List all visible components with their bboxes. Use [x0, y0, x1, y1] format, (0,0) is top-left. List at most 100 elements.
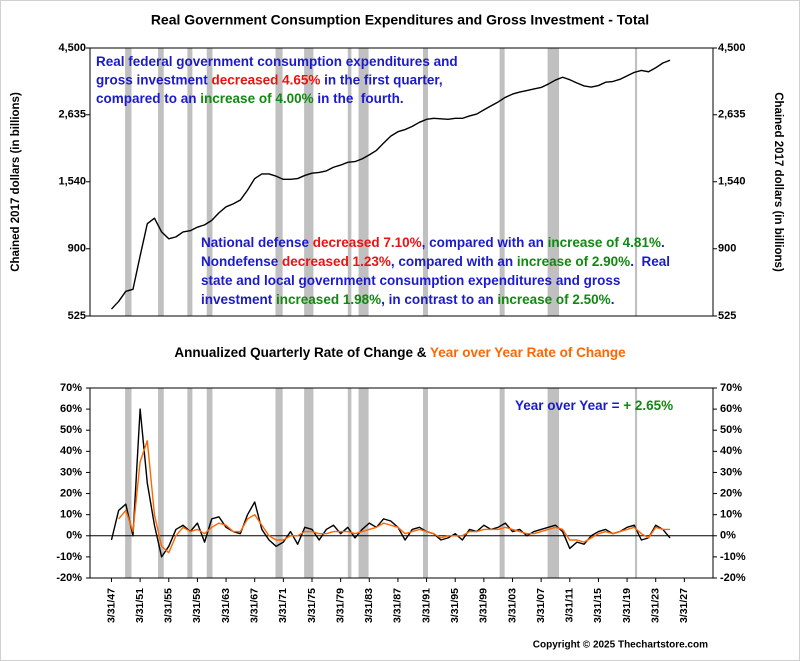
y-tick-label-right: 40% — [720, 445, 742, 457]
title-part: & — [413, 345, 430, 360]
x-tick-label: 3/31/03 — [506, 588, 518, 623]
x-tick-label: 3/31/71 — [277, 588, 289, 623]
plot-area — [90, 48, 713, 316]
annotation-line: gross investment decreased 4.65% in the … — [96, 72, 443, 87]
recession-band — [634, 388, 638, 578]
y-tick-label-right: 60% — [720, 403, 742, 415]
recession-band — [422, 48, 428, 316]
plot-frame — [89, 387, 714, 579]
x-tick-label: 3/31/75 — [306, 588, 318, 623]
annotation-segment: Nondefense — [201, 254, 282, 269]
x-tick-label: 3/31/87 — [392, 588, 404, 623]
plot-area — [90, 388, 713, 578]
y-tick-label-right: 50% — [720, 424, 742, 436]
y-tick-label-right: 20% — [720, 487, 742, 499]
y-tick-label-right: 2,635 — [718, 109, 746, 121]
recession-band — [499, 48, 505, 316]
y-axis-label: Chained 2017 dollars (in billions) — [10, 92, 22, 272]
x-tick-label: 3/31/79 — [334, 588, 346, 623]
recession-band — [422, 388, 428, 578]
title-part: Annualized Quarterly Rate of Change — [174, 345, 413, 360]
recession-band — [547, 388, 560, 578]
y-tick-label-right: 0% — [720, 530, 736, 542]
chart-title: Real Government Consumption Expenditures… — [151, 12, 649, 28]
annotation-line: compared to an increase of 4.00% in the … — [96, 91, 404, 106]
annotation-segment: Real federal government consumption expe… — [96, 54, 458, 69]
recession-band — [347, 48, 352, 316]
annotation-segment: , in contrast to an — [381, 292, 497, 307]
x-tick-label: 3/31/99 — [478, 588, 490, 623]
x-tick-label: 3/31/07 — [535, 588, 547, 623]
y-tick-label-right: -10% — [720, 551, 746, 563]
title-part: Year over Year Rate of Change — [430, 345, 626, 360]
x-tick-label: 3/31/15 — [592, 588, 604, 623]
annotation-segment: increased 1.98% — [276, 292, 381, 307]
recession-band — [275, 48, 283, 316]
recession-band — [275, 388, 283, 578]
annotation-line: investment increased 1.98%, in contrast … — [201, 292, 614, 307]
series-line — [110, 408, 671, 558]
subplot-title: Annualized Quarterly Rate of Change & Ye… — [174, 345, 626, 360]
y-tick-label: 525 — [68, 310, 86, 322]
annotation-line: state and local government consumption e… — [201, 273, 620, 288]
x-tick-label: 3/31/23 — [649, 588, 661, 623]
x-tick-label: 3/31/83 — [363, 588, 375, 623]
annotation-segment: . Real — [630, 254, 670, 269]
recession-band — [634, 48, 638, 316]
recession-band — [158, 48, 164, 316]
annotation-segment: increase of 4.00% — [200, 91, 313, 106]
annotation-segment: + 2.65% — [623, 398, 673, 413]
y-tick-label-right: 4,500 — [718, 42, 746, 54]
recession-band — [125, 48, 132, 316]
y-tick-label: -20% — [56, 572, 82, 584]
annotation-segment: . — [611, 292, 615, 307]
x-tick-label: 3/31/91 — [420, 588, 432, 623]
y-tick-label: 10% — [60, 509, 82, 521]
annotation-segment: decreased 4.65% — [212, 72, 321, 87]
series-line — [110, 59, 671, 310]
annotation-segment: National defense — [201, 235, 313, 250]
annotation-line: National defense decreased 7.10%, compar… — [201, 235, 665, 250]
annotation-segment: investment — [201, 292, 276, 307]
annotation-segment: state and local government consumption e… — [201, 273, 620, 288]
y-tick-label: 50% — [60, 424, 82, 436]
plot-frame — [89, 47, 714, 317]
recession-band — [304, 388, 314, 578]
copyright: Copyright © 2025 Thechartstore.com — [533, 640, 708, 651]
annotation-segment: Year over Year = — [515, 398, 623, 413]
y-axis-label-right: Chained 2017 dollars (in billions) — [772, 92, 784, 272]
y-tick-label-right: 525 — [718, 310, 736, 322]
y-tick-label-right: 1,540 — [718, 176, 746, 188]
recession-band — [347, 388, 352, 578]
x-tick-label: 3/31/55 — [163, 588, 175, 623]
recession-band — [547, 48, 560, 316]
x-tick-label: 3/31/95 — [449, 588, 461, 623]
x-tick-label: 3/31/19 — [621, 588, 633, 623]
y-tick-label: 900 — [68, 243, 86, 255]
y-tick-label-right: -20% — [720, 572, 746, 584]
annotation-segment: in the fourth. — [314, 91, 404, 106]
y-tick-label: 20% — [60, 487, 82, 499]
annotation-segment: increase of 4.81% — [548, 235, 661, 250]
x-tick-label: 3/31/11 — [564, 588, 576, 623]
annotation-segment: , compared with an — [391, 254, 517, 269]
x-tick-label: 3/31/67 — [248, 588, 260, 623]
x-tick-label: 3/31/63 — [220, 588, 232, 623]
annotation-line: Real federal government consumption expe… — [96, 54, 458, 69]
annotation-segment: . — [661, 235, 665, 250]
x-tick-label: 3/31/27 — [678, 588, 690, 623]
recession-band — [499, 388, 505, 578]
recession-band — [187, 48, 193, 316]
y-tick-label-right: 30% — [720, 466, 742, 478]
y-tick-label: 40% — [60, 445, 82, 457]
y-tick-label: 30% — [60, 466, 82, 478]
annotation-segment: in the first quarter, — [320, 72, 442, 87]
annotation-segment: increase of 2.50% — [497, 292, 610, 307]
y-tick-label: 2,635 — [58, 109, 86, 121]
y-tick-label: -10% — [56, 551, 82, 563]
x-tick-label: 3/31/51 — [134, 588, 146, 623]
x-tick-label: 3/31/47 — [105, 588, 117, 623]
y-tick-label: 4,500 — [58, 42, 86, 54]
recession-band — [206, 388, 213, 578]
